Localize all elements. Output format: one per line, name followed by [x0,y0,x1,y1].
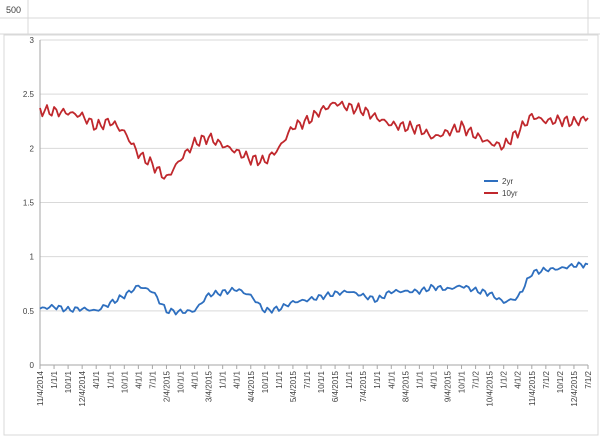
legend: 2yr 10yr [484,177,518,198]
series-layer [39,100,589,316]
x-tick-label: 4/1/1 [134,370,143,388]
x-tick-label: 1/1/2 [500,370,509,388]
x-tick-label: 4/4/2015 [247,370,256,402]
legend-label: 10yr [502,189,518,198]
y-tick-label: 1.5 [23,199,35,208]
x-tick-label: 7/4/2015 [359,370,368,402]
x-tick-label: 1/1/1 [275,370,284,388]
y-axis: 0 0.5 1 1.5 2 2.5 3 [23,36,41,370]
x-tick-label: 8/4/2015 [401,370,410,402]
x-tick-label: 10/1/2 [556,370,565,393]
x-tick-label: 7/1/2 [472,370,481,388]
x-tick-label: 7/1/1 [303,370,312,388]
x-tick-label: 10/4/2015 [486,370,495,406]
y-tick-label: 3 [30,36,35,45]
x-tick-label: 4/1/1 [233,370,242,388]
x-axis: 11/4/2014 1/1/1 10/1/1 12/4/2014 4/1/1 1/1/1 1… [36,365,593,407]
x-tick-label: 7/1/2 [542,370,551,388]
x-tick-label: 10/1/1 [120,370,129,393]
x-tick-label: 6/4/2015 [331,370,340,402]
x-tick-label: 10/1/1 [317,370,326,393]
x-tick-label: 4/1/1 [387,370,396,388]
x-tick-label: 12/4/2015 [570,370,579,406]
series-line-2yr[interactable] [39,261,589,316]
x-tick-label: 11/4/2015 [528,370,537,406]
y-tick-label: 2.5 [23,90,35,99]
x-tick-label: 4/1/1 [191,370,200,388]
x-tick-label: 1/1/1 [373,370,382,388]
y-tick-label: 0.5 [23,307,35,316]
legend-label: 2yr [502,177,513,186]
x-tick-label: 10/1/1 [458,370,467,393]
x-tick-label: 4/1/1 [92,370,101,388]
y-tick-label: 1 [30,253,35,262]
x-tick-label: 9/4/2015 [443,370,452,402]
x-tick-label: 5/4/2015 [289,370,298,402]
y-tick-label: 2 [30,144,35,153]
gridlines [40,39,588,366]
x-tick-label: 4/1/2 [514,370,523,388]
y-tick-label: 0 [30,361,35,370]
x-tick-label: 10/1/1 [177,370,186,393]
x-tick-label: 7/1/2 [584,370,593,388]
x-tick-label: 3/4/2015 [205,370,214,402]
x-tick-label: 10/1/1 [261,370,270,393]
cell-value: 500 [6,5,21,15]
x-tick-label: 1/1/1 [219,370,228,388]
x-tick-label: 11/4/2014 [36,370,45,406]
series-line-10yr[interactable] [39,100,589,180]
x-tick-label: 1/1/1 [415,370,424,388]
x-tick-label: 7/1/1 [148,370,157,388]
x-tick-label: 1/1/1 [50,370,59,388]
x-tick-label: 2/4/2015 [162,370,171,402]
x-tick-label: 1/1/1 [345,370,354,388]
x-tick-label: 4/1/1 [429,370,438,388]
x-tick-label: 1/1/1 [106,370,115,388]
x-tick-label: 10/1/1 [64,370,73,393]
x-tick-label: 12/4/2014 [78,370,87,406]
chart-area[interactable] [3,34,599,436]
